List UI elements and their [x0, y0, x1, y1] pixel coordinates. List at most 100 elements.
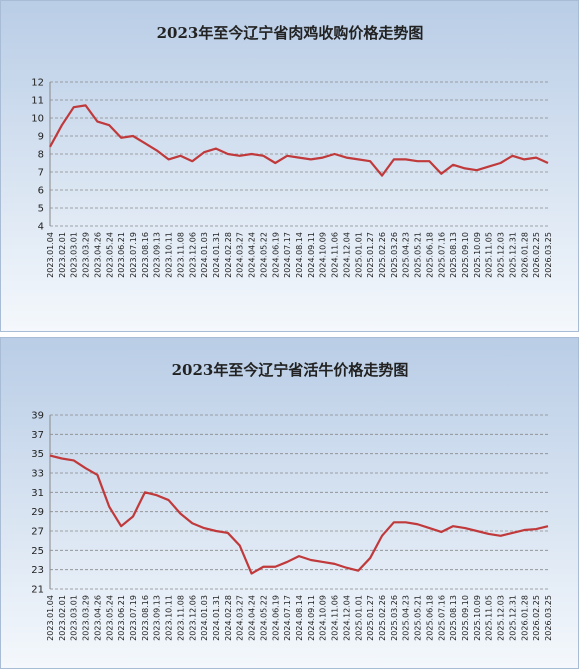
x-tick-label: 2025.06.18	[425, 232, 434, 278]
y-tick-label: 6	[38, 186, 44, 197]
y-tick-label: 11	[31, 96, 44, 107]
x-tick-label: 2023.03.29	[82, 232, 91, 278]
data-line	[49, 454, 549, 575]
x-tick-label: 2023.10.11	[165, 232, 174, 278]
x-tick-label: 2025.05.21	[414, 232, 423, 278]
y-tick-label: 9	[38, 132, 44, 143]
chart-panel: 2023年至今辽宁省肉鸡收购价格走势图 4 5 6 7 8 9 10 11 12 2023.01.0…	[0, 0, 579, 332]
x-tick-label: 2024.04.24	[248, 232, 257, 278]
x-tick-label: 2023.01.04	[46, 595, 55, 641]
x-tick-label: 2024.01.31	[212, 595, 221, 641]
y-tick-label: 37	[31, 430, 44, 441]
x-tick-label: 2024.12.04	[342, 232, 351, 278]
x-tick-label: 2025.09.10	[461, 595, 470, 641]
x-tick-label: 2025.01.27	[366, 595, 375, 641]
x-tick-label: 2025.02.26	[378, 232, 387, 278]
x-tick-label: 2024.10.09	[319, 232, 328, 278]
chart-title: 2023年至今辽宁省活牛价格走势图	[172, 361, 409, 379]
x-tick-label: 2023.12.06	[188, 595, 197, 641]
x-tick-label: 2025.12.03	[497, 595, 506, 641]
x-tick-label: 2025.01.01	[354, 232, 363, 278]
x-tick-label: 2025.04.23	[402, 232, 411, 278]
y-tick-label: 39	[31, 411, 44, 422]
x-tick-label: 2023.11.08	[176, 232, 185, 278]
panel-background	[0, 0, 579, 332]
x-tick-label: 2023.07.19	[129, 595, 138, 641]
x-tick-label: 2024.10.09	[319, 595, 328, 641]
x-tick-label: 2023.03.01	[70, 232, 79, 278]
x-tick-label: 2024.04.24	[248, 595, 257, 641]
x-tick-label: 2025.05.21	[414, 595, 423, 641]
x-tick-label: 2023.02.01	[58, 232, 67, 278]
x-tick-label: 2024.08.14	[295, 232, 304, 278]
x-tick-label: 2025.11.05	[485, 232, 494, 278]
x-tick-label: 2025.04.23	[402, 595, 411, 641]
x-tick-label: 2024.02.28	[224, 595, 233, 641]
x-tick-label: 2025.10.09	[473, 232, 482, 278]
x-tick-label: 2025.09.10	[461, 232, 470, 278]
x-tick-label: 2023.03.29	[82, 595, 91, 641]
x-tick-label: 2024.03.27	[236, 232, 245, 278]
x-tick-label: 2026.01.28	[520, 595, 529, 641]
x-tick-label: 2024.05.22	[259, 595, 268, 641]
x-tick-label: 2025.07.16	[437, 232, 446, 278]
x-tick-label: 2023.05.24	[105, 232, 114, 278]
x-tick-label: 2024.11.06	[331, 595, 340, 641]
x-tick-label: 2023.06.21	[117, 232, 126, 278]
x-tick-label: 2023.03.01	[70, 595, 79, 641]
x-tick-label: 2026.03.25	[544, 232, 553, 278]
x-tick-label: 2023.08.16	[141, 232, 150, 278]
x-tick-label: 2025.12.03	[497, 232, 506, 278]
x-tick-label: 2024.07.17	[283, 232, 292, 278]
y-tick-label: 4	[38, 222, 44, 233]
x-tick-label: 2023.11.08	[176, 595, 185, 641]
y-tick-label: 31	[31, 488, 44, 499]
x-tick-label: 2026.03.25	[544, 595, 553, 641]
x-tick-label: 2024.01.03	[200, 595, 209, 641]
y-tick-label: 12	[31, 78, 44, 89]
x-tick-label: 2025.01.27	[366, 232, 375, 278]
x-tick-label: 2023.06.21	[117, 595, 126, 641]
y-tick-label: 5	[38, 204, 44, 215]
x-tick-label: 2023.09.13	[153, 595, 162, 641]
x-tick-label: 2024.02.28	[224, 232, 233, 278]
y-tick-label: 10	[31, 114, 44, 125]
x-tick-label: 2024.06.19	[271, 232, 280, 278]
y-tick-label: 33	[31, 469, 44, 480]
x-tick-label: 2025.08.13	[449, 232, 458, 278]
y-tick-label: 21	[31, 585, 44, 596]
x-tick-label: 2024.05.22	[259, 232, 268, 278]
x-tick-label: 2025.07.16	[437, 595, 446, 641]
chart-panel: 2023年至今辽宁省活牛价格走势图 21 23 25 27 29 31 33 35 37 39 202…	[0, 337, 579, 669]
y-tick-label: 29	[31, 507, 44, 518]
x-tick-label: 2024.01.03	[200, 232, 209, 278]
x-tick-label: 2024.06.19	[271, 595, 280, 641]
x-tick-label: 2025.12.31	[508, 595, 517, 641]
y-tick-label: 35	[31, 449, 44, 460]
x-tick-label: 2023.05.24	[105, 595, 114, 641]
data-line	[49, 104, 549, 177]
x-tick-label: 2025.11.05	[485, 595, 494, 641]
x-tick-label: 2024.08.14	[295, 595, 304, 641]
y-tick-label: 25	[31, 546, 44, 557]
x-tick-label: 2023.07.19	[129, 232, 138, 278]
x-tick-label: 2024.12.04	[342, 595, 351, 641]
x-tick-label: 2023.09.13	[153, 232, 162, 278]
chart-title: 2023年至今辽宁省肉鸡收购价格走势图	[157, 24, 424, 42]
y-tick-label: 7	[38, 168, 44, 179]
panel-background	[0, 337, 579, 669]
x-tick-label: 2023.08.16	[141, 595, 150, 641]
x-tick-label: 2026.02.25	[532, 232, 541, 278]
x-tick-label: 2023.02.01	[58, 595, 67, 641]
x-tick-label: 2025.02.26	[378, 595, 387, 641]
x-tick-label: 2024.11.06	[331, 232, 340, 278]
x-tick-label: 2024.07.17	[283, 595, 292, 641]
x-tick-label: 2023.04.26	[93, 232, 102, 278]
y-tick-label: 8	[38, 150, 44, 161]
y-tick-label: 27	[31, 527, 44, 538]
x-tick-label: 2024.09.11	[307, 595, 316, 641]
x-tick-label: 2024.09.11	[307, 232, 316, 278]
y-tick-label: 23	[31, 565, 44, 576]
x-tick-label: 2025.08.13	[449, 595, 458, 641]
